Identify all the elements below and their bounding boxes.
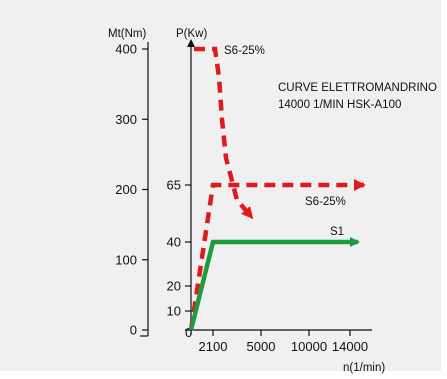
chart-title-line-1: CURVE ELETTROMANDRINO xyxy=(278,82,437,94)
power-tick-label: 65 xyxy=(167,178,181,193)
series-power-s6 xyxy=(188,179,366,331)
x-tick-label: 14000 xyxy=(332,339,368,354)
series-power-s1 xyxy=(188,237,360,331)
torque-tick-label: 300 xyxy=(115,112,137,127)
label-s1: S1 xyxy=(330,226,344,238)
x-tick-label: 5000 xyxy=(247,339,276,354)
torque-ticks: 0 100 200 300 400 xyxy=(115,42,148,338)
power-tick-label: 20 xyxy=(167,279,181,294)
series-torque-s6 xyxy=(194,46,254,220)
label-s6-torque: S6-25% xyxy=(224,45,265,57)
torque-tick-label: 0 xyxy=(130,323,137,338)
x-tick-label: 2100 xyxy=(199,339,228,354)
torque-tick-label: 200 xyxy=(115,182,137,197)
torque-tick-label: 400 xyxy=(115,42,137,57)
x-tick-label: 10000 xyxy=(291,339,327,354)
chart-title-line-2: 14000 1/MIN HSK-A100 xyxy=(278,99,401,111)
label-s6-power: S6-25% xyxy=(305,196,346,208)
torque-axis-label: Mt(Nm) xyxy=(108,28,146,40)
x-axis-label: n(1/min) xyxy=(343,362,385,374)
power-axis-label: P(Kw) xyxy=(176,28,207,40)
power-tick-label: 40 xyxy=(167,235,181,250)
power-tick-label: 10 xyxy=(167,304,181,319)
x-ticks: 2100 5000 10000 14000 xyxy=(199,330,368,354)
torque-tick-label: 100 xyxy=(115,252,137,267)
power-ticks: 10 20 40 65 xyxy=(167,178,191,331)
x-origin-label: 0 xyxy=(185,325,192,340)
